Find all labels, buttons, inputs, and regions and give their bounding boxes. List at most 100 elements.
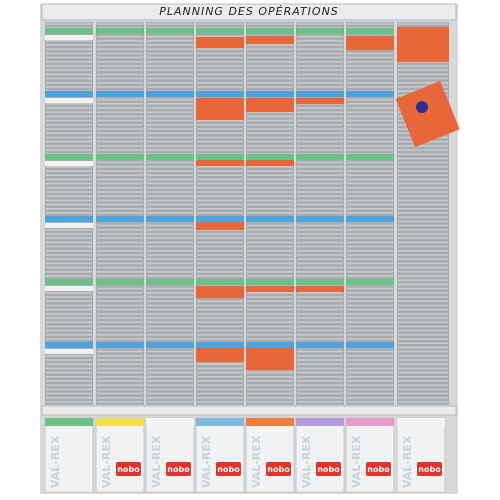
box (145, 417, 195, 493)
logo-badge (116, 462, 141, 476)
header-card (196, 216, 244, 222)
header-card (346, 28, 394, 34)
header-card (96, 154, 144, 160)
bottom-rail (41, 405, 457, 416)
header-card (246, 279, 294, 285)
box (295, 417, 345, 493)
orange-card (246, 160, 294, 166)
orange-card (246, 98, 294, 112)
header-card (196, 154, 244, 160)
header-card (96, 342, 144, 348)
header-card (45, 91, 93, 97)
box-brand: VAL-REX (300, 435, 313, 488)
box-brand: VAL-REX (150, 435, 163, 488)
header-card (246, 154, 294, 160)
orange-card (196, 37, 244, 48)
header-card (346, 91, 394, 97)
box-brand: VAL-REX (401, 435, 414, 488)
header-card (45, 154, 93, 160)
logo-badge (366, 462, 391, 476)
box-top (146, 418, 194, 426)
box-top (246, 418, 294, 426)
header-card (146, 216, 194, 222)
box-brand: VAL-REX (100, 435, 113, 488)
header-card (96, 216, 144, 222)
header-card (246, 342, 294, 348)
header-card (146, 154, 194, 160)
orange-card (346, 36, 394, 50)
orange-card (196, 286, 244, 298)
white-card (45, 161, 93, 166)
logo: nobo (317, 465, 340, 474)
header-card (96, 28, 144, 34)
orange-card (246, 286, 294, 292)
board-title: PLANNING DES OPÉRATIONS (159, 5, 339, 18)
orange-card (397, 27, 449, 62)
header-card (296, 91, 344, 97)
box (396, 417, 446, 493)
orange-card (246, 348, 294, 370)
header-card (246, 91, 294, 97)
header-card (96, 279, 144, 285)
header-card (346, 279, 394, 285)
header-card (196, 342, 244, 348)
header-card (296, 154, 344, 160)
box (195, 417, 245, 493)
header-card (196, 279, 244, 285)
white-card (45, 35, 93, 40)
box-brand: VAL-REX (250, 435, 263, 488)
white-card (45, 223, 93, 228)
box-brand: VAL-REX (200, 435, 213, 488)
logo: nobo (117, 465, 140, 474)
header-card (45, 279, 93, 285)
box-top (96, 418, 144, 426)
logo-badge (417, 462, 442, 476)
orange-card (395, 80, 460, 148)
header-card (346, 154, 394, 160)
box-top (296, 418, 344, 426)
logo: nobo (167, 465, 190, 474)
header-card (246, 28, 294, 34)
logo-badge (316, 462, 341, 476)
logo: nobo (217, 465, 240, 474)
white-card (45, 349, 93, 354)
white-card (45, 98, 93, 103)
header-card (346, 342, 394, 348)
box-brand: VAL-REX (49, 435, 62, 488)
header-card (296, 279, 344, 285)
header-card (296, 216, 344, 222)
header-card (146, 91, 194, 97)
header-card (96, 91, 144, 97)
logo: nobo (367, 465, 390, 474)
logo-badge (216, 462, 241, 476)
boxes: VAL-REX VAL-REX nobo VAL-REX nobo VAL-REX nobo… (44, 417, 446, 493)
box (245, 417, 295, 493)
header-card (146, 279, 194, 285)
logo-badge (166, 462, 191, 476)
logo: nobo (418, 465, 441, 474)
orange-card (196, 222, 244, 230)
orange-card (296, 98, 344, 104)
box (44, 417, 94, 493)
loose-card (395, 80, 460, 148)
orange-card (296, 286, 344, 292)
box-top (45, 418, 93, 426)
logo: nobo (267, 465, 290, 474)
box-brand: VAL-REX (350, 435, 363, 488)
box-top (397, 418, 445, 426)
magnet (416, 101, 428, 113)
header-card (196, 91, 244, 97)
columns (45, 22, 449, 405)
header-card (45, 28, 93, 34)
orange-card (196, 160, 244, 166)
box (95, 417, 145, 493)
header-card (146, 342, 194, 348)
header-card (296, 342, 344, 348)
box-top (346, 418, 394, 426)
white-card (45, 286, 93, 291)
header-card (146, 28, 194, 34)
logo-badge (266, 462, 291, 476)
box-top (196, 418, 244, 426)
header-card (296, 28, 344, 34)
